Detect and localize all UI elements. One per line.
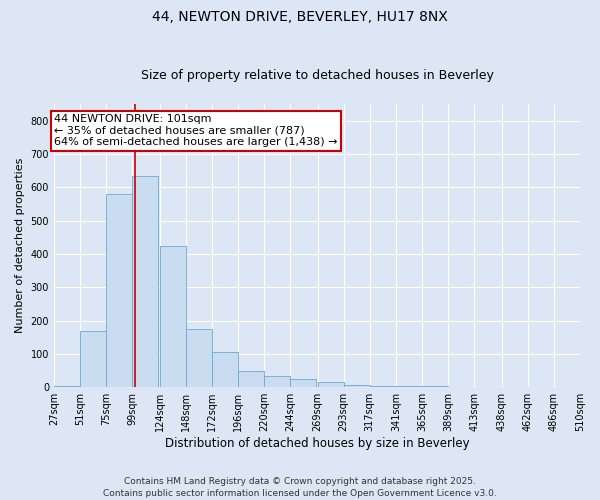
Bar (475, 386, 500, 387)
Bar (133, 176, 158, 387)
Bar (238, 370, 264, 387)
Bar (106, 194, 133, 387)
Bar (290, 379, 316, 387)
Y-axis label: Number of detached properties: Number of detached properties (15, 158, 25, 334)
Bar (396, 386, 422, 387)
X-axis label: Distribution of detached houses by size in Beverley: Distribution of detached houses by size … (164, 437, 469, 450)
Bar (502, 386, 528, 387)
Text: Contains HM Land Registry data © Crown copyright and database right 2025.
Contai: Contains HM Land Registry data © Crown c… (103, 476, 497, 498)
Bar (212, 352, 238, 387)
Bar (422, 386, 448, 387)
Bar (448, 386, 475, 387)
Bar (370, 386, 396, 387)
Text: 44, NEWTON DRIVE, BEVERLEY, HU17 8NX: 44, NEWTON DRIVE, BEVERLEY, HU17 8NX (152, 10, 448, 24)
Bar (160, 246, 186, 387)
Bar (317, 382, 344, 387)
Text: 44 NEWTON DRIVE: 101sqm
← 35% of detached houses are smaller (787)
64% of semi-d: 44 NEWTON DRIVE: 101sqm ← 35% of detache… (55, 114, 338, 147)
Bar (186, 329, 212, 387)
Bar (264, 376, 290, 387)
Bar (344, 384, 370, 387)
Bar (80, 330, 106, 387)
Title: Size of property relative to detached houses in Beverley: Size of property relative to detached ho… (140, 69, 493, 82)
Bar (54, 386, 80, 387)
